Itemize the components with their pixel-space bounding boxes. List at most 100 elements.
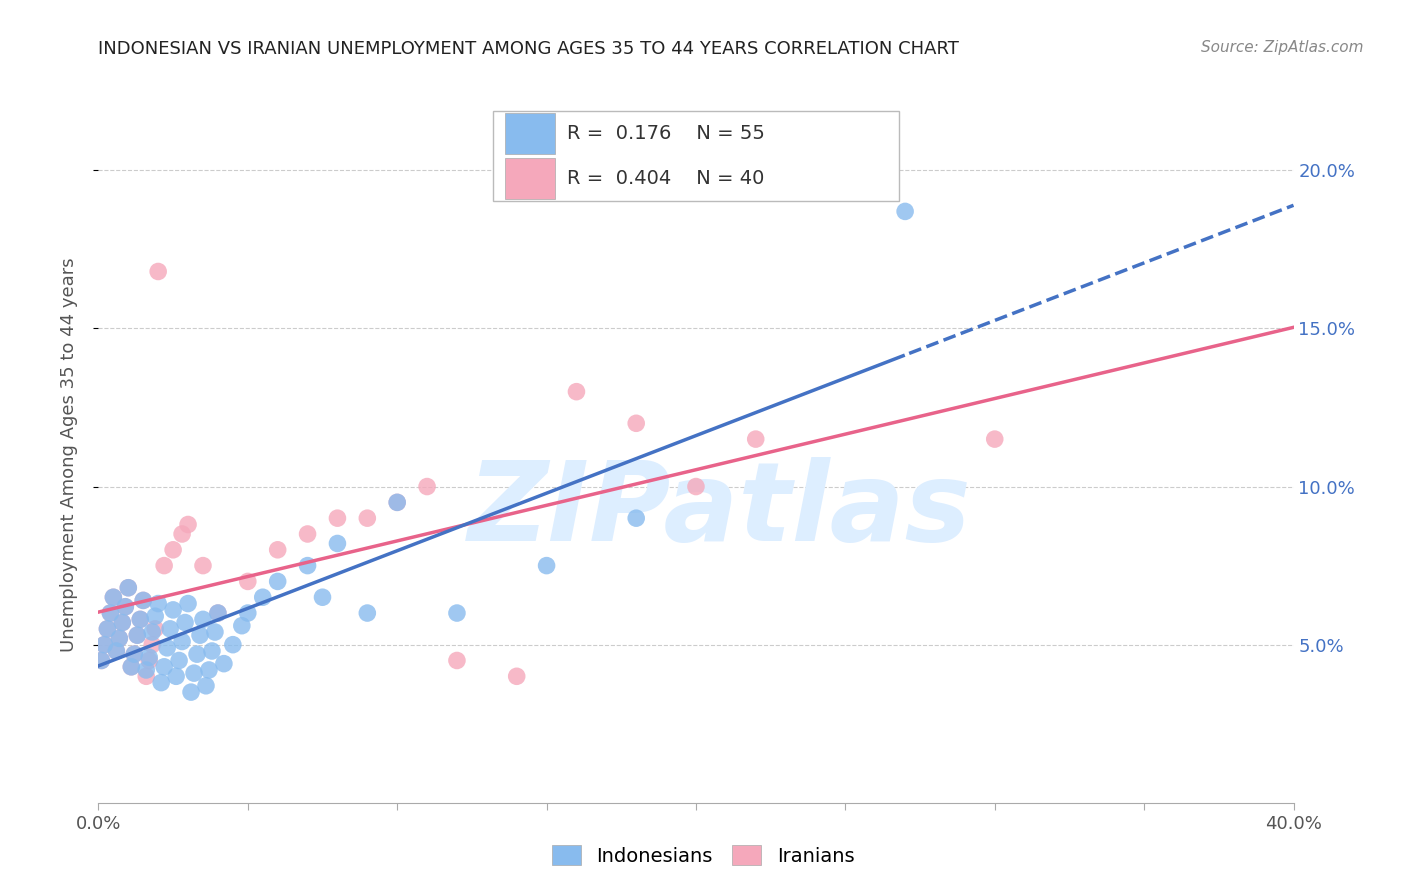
Point [96,622,118,636]
Point [127,628,149,642]
Point [90,653,112,667]
Point [138,650,160,665]
Point [165,669,187,683]
Point [356,606,378,620]
Point [148,264,170,278]
Point [626,417,648,431]
Text: ZIPatlas: ZIPatlas [468,457,972,564]
Point [252,591,274,605]
Point [536,558,558,573]
Point [153,558,176,573]
Point [143,609,166,624]
Point [100,606,122,620]
Point [129,612,152,626]
Point [100,606,122,620]
Point [506,669,529,683]
Point [385,495,409,509]
Point [191,558,214,573]
Point [198,663,221,677]
Text: R =  0.404    N = 40: R = 0.404 N = 40 [567,169,765,188]
Point [416,479,439,493]
Point [148,597,170,611]
Point [231,618,253,632]
Point [326,536,349,550]
Point [267,542,290,557]
Point [159,622,181,636]
Y-axis label: Unemployment Among Ages 35 to 44 years: Unemployment Among Ages 35 to 44 years [59,258,77,652]
FancyBboxPatch shape [505,158,555,199]
Point [172,527,194,541]
Point [162,603,184,617]
Point [183,666,205,681]
Point [124,647,146,661]
FancyBboxPatch shape [505,112,555,153]
Point [177,517,200,532]
Point [111,615,134,630]
Point [222,638,245,652]
Point [685,479,707,493]
Point [141,625,163,640]
Point [236,574,259,589]
Point [984,432,1007,446]
Point [124,647,146,661]
Point [111,615,134,630]
Point [135,663,157,677]
Point [297,558,319,573]
Point [894,204,917,219]
Point [207,606,229,620]
Point [195,679,218,693]
Text: Source: ZipAtlas.com: Source: ZipAtlas.com [1201,40,1364,55]
Point [127,628,149,642]
Point [93,638,115,652]
Point [108,632,131,646]
Point [114,599,136,614]
Point [201,644,224,658]
Point [212,657,235,671]
Point [105,644,128,658]
Point [297,527,319,541]
Point [236,606,259,620]
Point [120,660,142,674]
Point [180,685,202,699]
Point [156,640,179,655]
Point [153,660,176,674]
Point [141,638,163,652]
Point [120,660,142,674]
Point [138,653,160,667]
Point [207,606,229,620]
Point [311,591,333,605]
Point [446,653,468,667]
Point [186,647,208,661]
Point [626,511,648,525]
Point [105,644,128,658]
Point [96,622,118,636]
Point [167,653,190,667]
Point [565,384,588,399]
Point [177,597,200,611]
FancyBboxPatch shape [494,111,900,201]
Point [143,622,166,636]
Point [117,581,139,595]
Point [356,511,378,525]
Point [326,511,349,525]
Point [385,495,409,509]
Point [745,432,768,446]
Point [267,574,290,589]
Point [90,653,112,667]
Point [108,632,131,646]
Point [129,612,152,626]
Point [117,581,139,595]
Point [150,675,173,690]
Point [135,669,157,683]
Point [114,599,136,614]
Point [162,542,184,557]
Point [204,625,226,640]
Point [132,593,155,607]
Point [188,628,211,642]
Point [191,612,214,626]
Point [103,591,125,605]
Point [174,615,197,630]
Point [132,593,155,607]
Text: INDONESIAN VS IRANIAN UNEMPLOYMENT AMONG AGES 35 TO 44 YEARS CORRELATION CHART: INDONESIAN VS IRANIAN UNEMPLOYMENT AMONG… [98,40,959,58]
Point [93,638,115,652]
